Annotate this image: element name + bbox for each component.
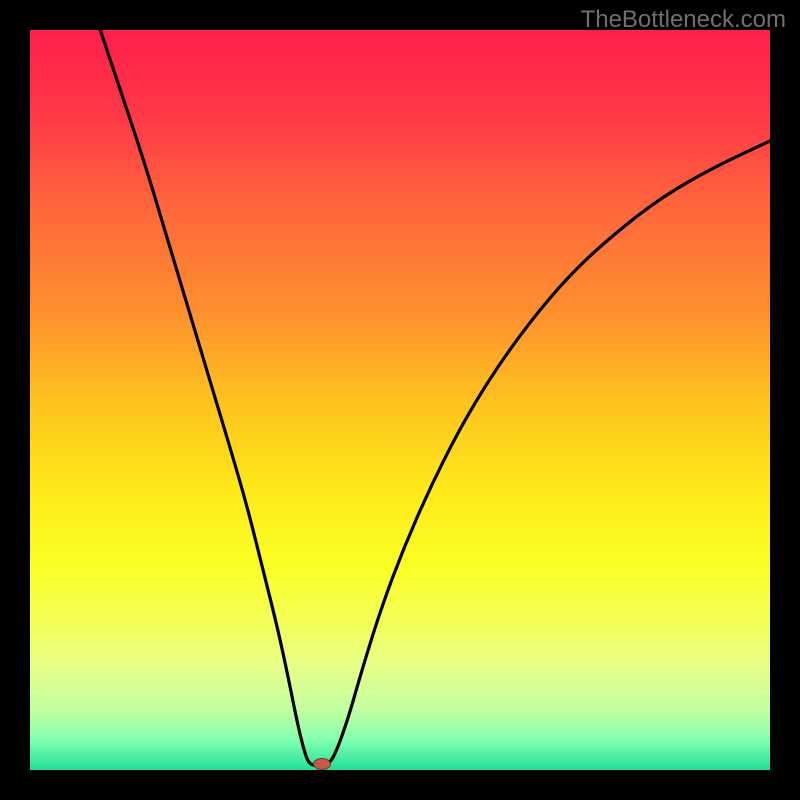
minimum-marker: [313, 758, 331, 770]
chart-frame: TheBottleneck.com: [0, 0, 800, 800]
plot-area: [30, 30, 770, 770]
watermark-text: TheBottleneck.com: [581, 6, 786, 34]
bottleneck-curve: [30, 30, 770, 770]
